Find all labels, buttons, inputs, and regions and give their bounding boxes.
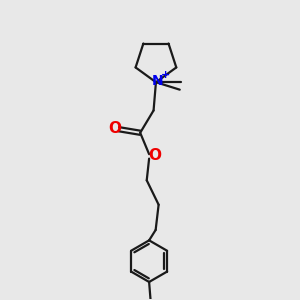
Text: +: + xyxy=(161,70,170,80)
Text: N: N xyxy=(151,74,163,88)
Text: O: O xyxy=(108,121,121,136)
Text: O: O xyxy=(148,148,161,163)
